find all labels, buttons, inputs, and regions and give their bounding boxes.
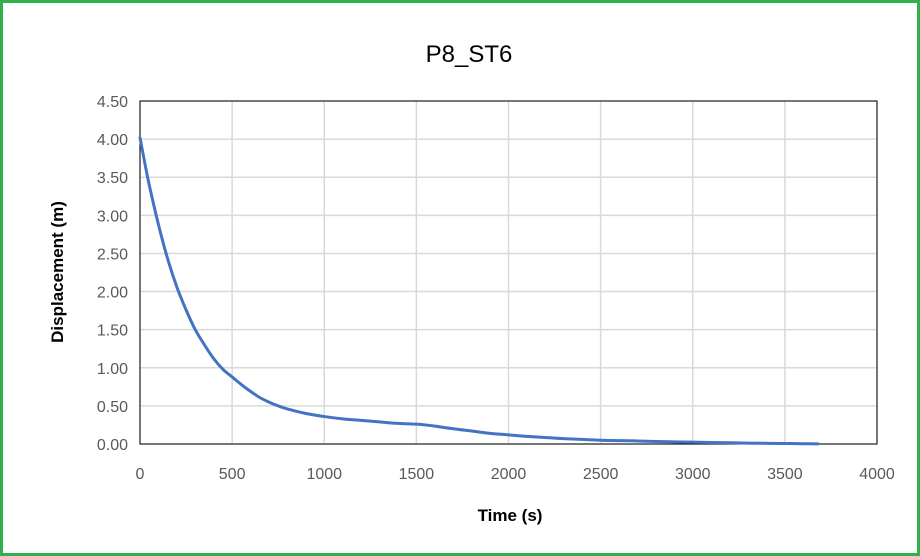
- y-tick-label: 4.50: [97, 94, 128, 111]
- plot-area-border: [139, 100, 878, 445]
- y-tick-label: 1.00: [97, 361, 128, 378]
- y-tick-label: 2.00: [97, 285, 128, 302]
- x-tick-label: 1000: [306, 466, 342, 483]
- series-line: [138, 136, 820, 446]
- x-axis-ticks: 0 500 1000 1500 2000 2500 3000 3500 4000: [136, 466, 895, 483]
- y-tick-label: 4.00: [97, 132, 128, 149]
- y-tick-label: 3.50: [97, 170, 128, 187]
- x-tick-label: 4000: [859, 466, 895, 483]
- y-axis-label: Displacement (m): [48, 201, 67, 343]
- chart-title: P8_ST6: [426, 41, 513, 68]
- x-tick-label: 500: [219, 466, 246, 483]
- x-tick-label: 1500: [399, 466, 435, 483]
- x-tick-label: 3500: [767, 466, 803, 483]
- x-axis-label: Time (s): [478, 506, 543, 525]
- x-tick-label: 3000: [675, 466, 711, 483]
- x-tick-label: 2000: [491, 466, 527, 483]
- y-axis-ticks: 0.00 0.50 1.00 1.50 2.00 2.50 3.00 3.50 4.00 4.50: [97, 94, 128, 454]
- y-tick-label: 0.00: [97, 437, 128, 454]
- y-tick-label: 2.50: [97, 246, 128, 263]
- x-tick-label: 0: [136, 466, 145, 483]
- y-tick-label: 3.00: [97, 208, 128, 225]
- y-tick-label: 0.50: [97, 399, 128, 416]
- x-tick-label: 2500: [583, 466, 619, 483]
- y-tick-label: 1.50: [97, 323, 128, 340]
